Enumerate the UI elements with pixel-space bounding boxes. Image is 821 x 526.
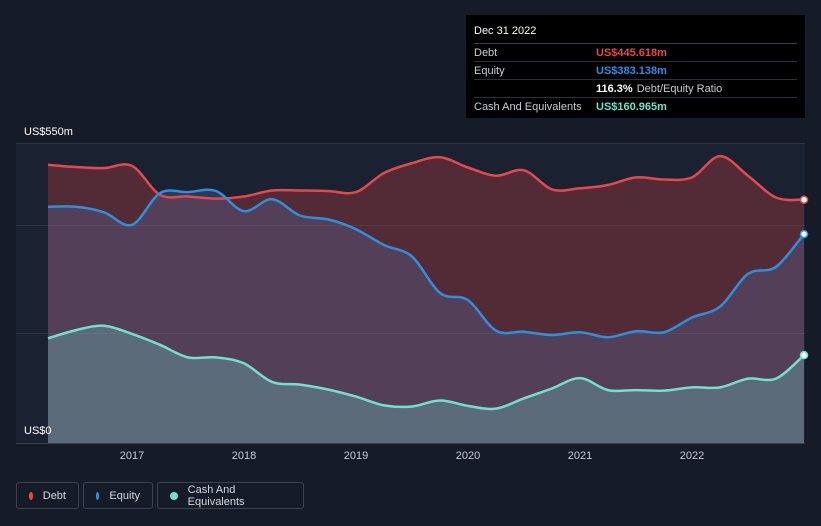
x-tick-label: 2017 [119, 450, 145, 462]
y-axis-top-label: US$550m [24, 126, 73, 138]
x-tick-label: 2020 [455, 450, 481, 462]
debt-end-point [799, 195, 809, 204]
y-axis-bottom-label: US$0 [24, 425, 52, 437]
legend-item-debt[interactable]: Debt [16, 482, 79, 509]
legend-item-cash[interactable]: Cash And Equivalents [157, 482, 304, 509]
cash-area [48, 325, 804, 443]
plot-background [16, 143, 805, 443]
x-tick-label: 2022 [679, 450, 705, 462]
equity-line [47, 188, 805, 339]
tooltip-cash-label: Cash And Equivalents [474, 100, 582, 113]
tooltip-row-cash: Cash And Equivalents US$160.965m [474, 97, 797, 115]
tooltip-row-ratio: 116.3% Debt/Equity Ratio [474, 79, 797, 97]
legend-debt-label: Debt [42, 489, 66, 502]
tooltip-row-debt: Debt US$445.618m [474, 43, 797, 61]
x-tick-label: 2018 [231, 450, 257, 462]
tooltip-equity-label: Equity [474, 64, 505, 77]
tooltip-ratio-label: Debt/Equity Ratio [636, 82, 723, 95]
debt-dot-icon [29, 491, 33, 500]
tooltip-date: Dec 31 2022 [474, 25, 537, 37]
tooltip-row-equity: Equity US$383.138m [474, 61, 797, 79]
debt-line [47, 154, 805, 202]
legend-cash-label: Cash And Equivalents [187, 483, 245, 508]
cash-dot-icon [170, 491, 178, 500]
x-tick-label: 2021 [567, 450, 593, 462]
tooltip-cash-value: US$160.965m [596, 100, 667, 113]
tooltip-debt-value: US$445.618m [596, 46, 667, 59]
legend-equity-label: Equity [109, 489, 140, 502]
equity-end-point [799, 229, 809, 239]
cash-line [47, 324, 805, 411]
cash-end-point [799, 350, 809, 360]
equity-area [48, 189, 804, 443]
debt-area [48, 156, 804, 443]
tooltip-ratio-value: 116.3% [596, 82, 633, 95]
tooltip-panel: Dec 31 2022 Debt US$445.618m Equity US$3… [466, 15, 805, 118]
legend-item-equity[interactable]: Equity [83, 482, 153, 509]
tooltip-debt-label: Debt [474, 46, 498, 59]
equity-dot-icon [96, 491, 100, 500]
x-tick-label: 2019 [343, 450, 369, 462]
tooltip-equity-value: US$383.138m [596, 64, 667, 77]
